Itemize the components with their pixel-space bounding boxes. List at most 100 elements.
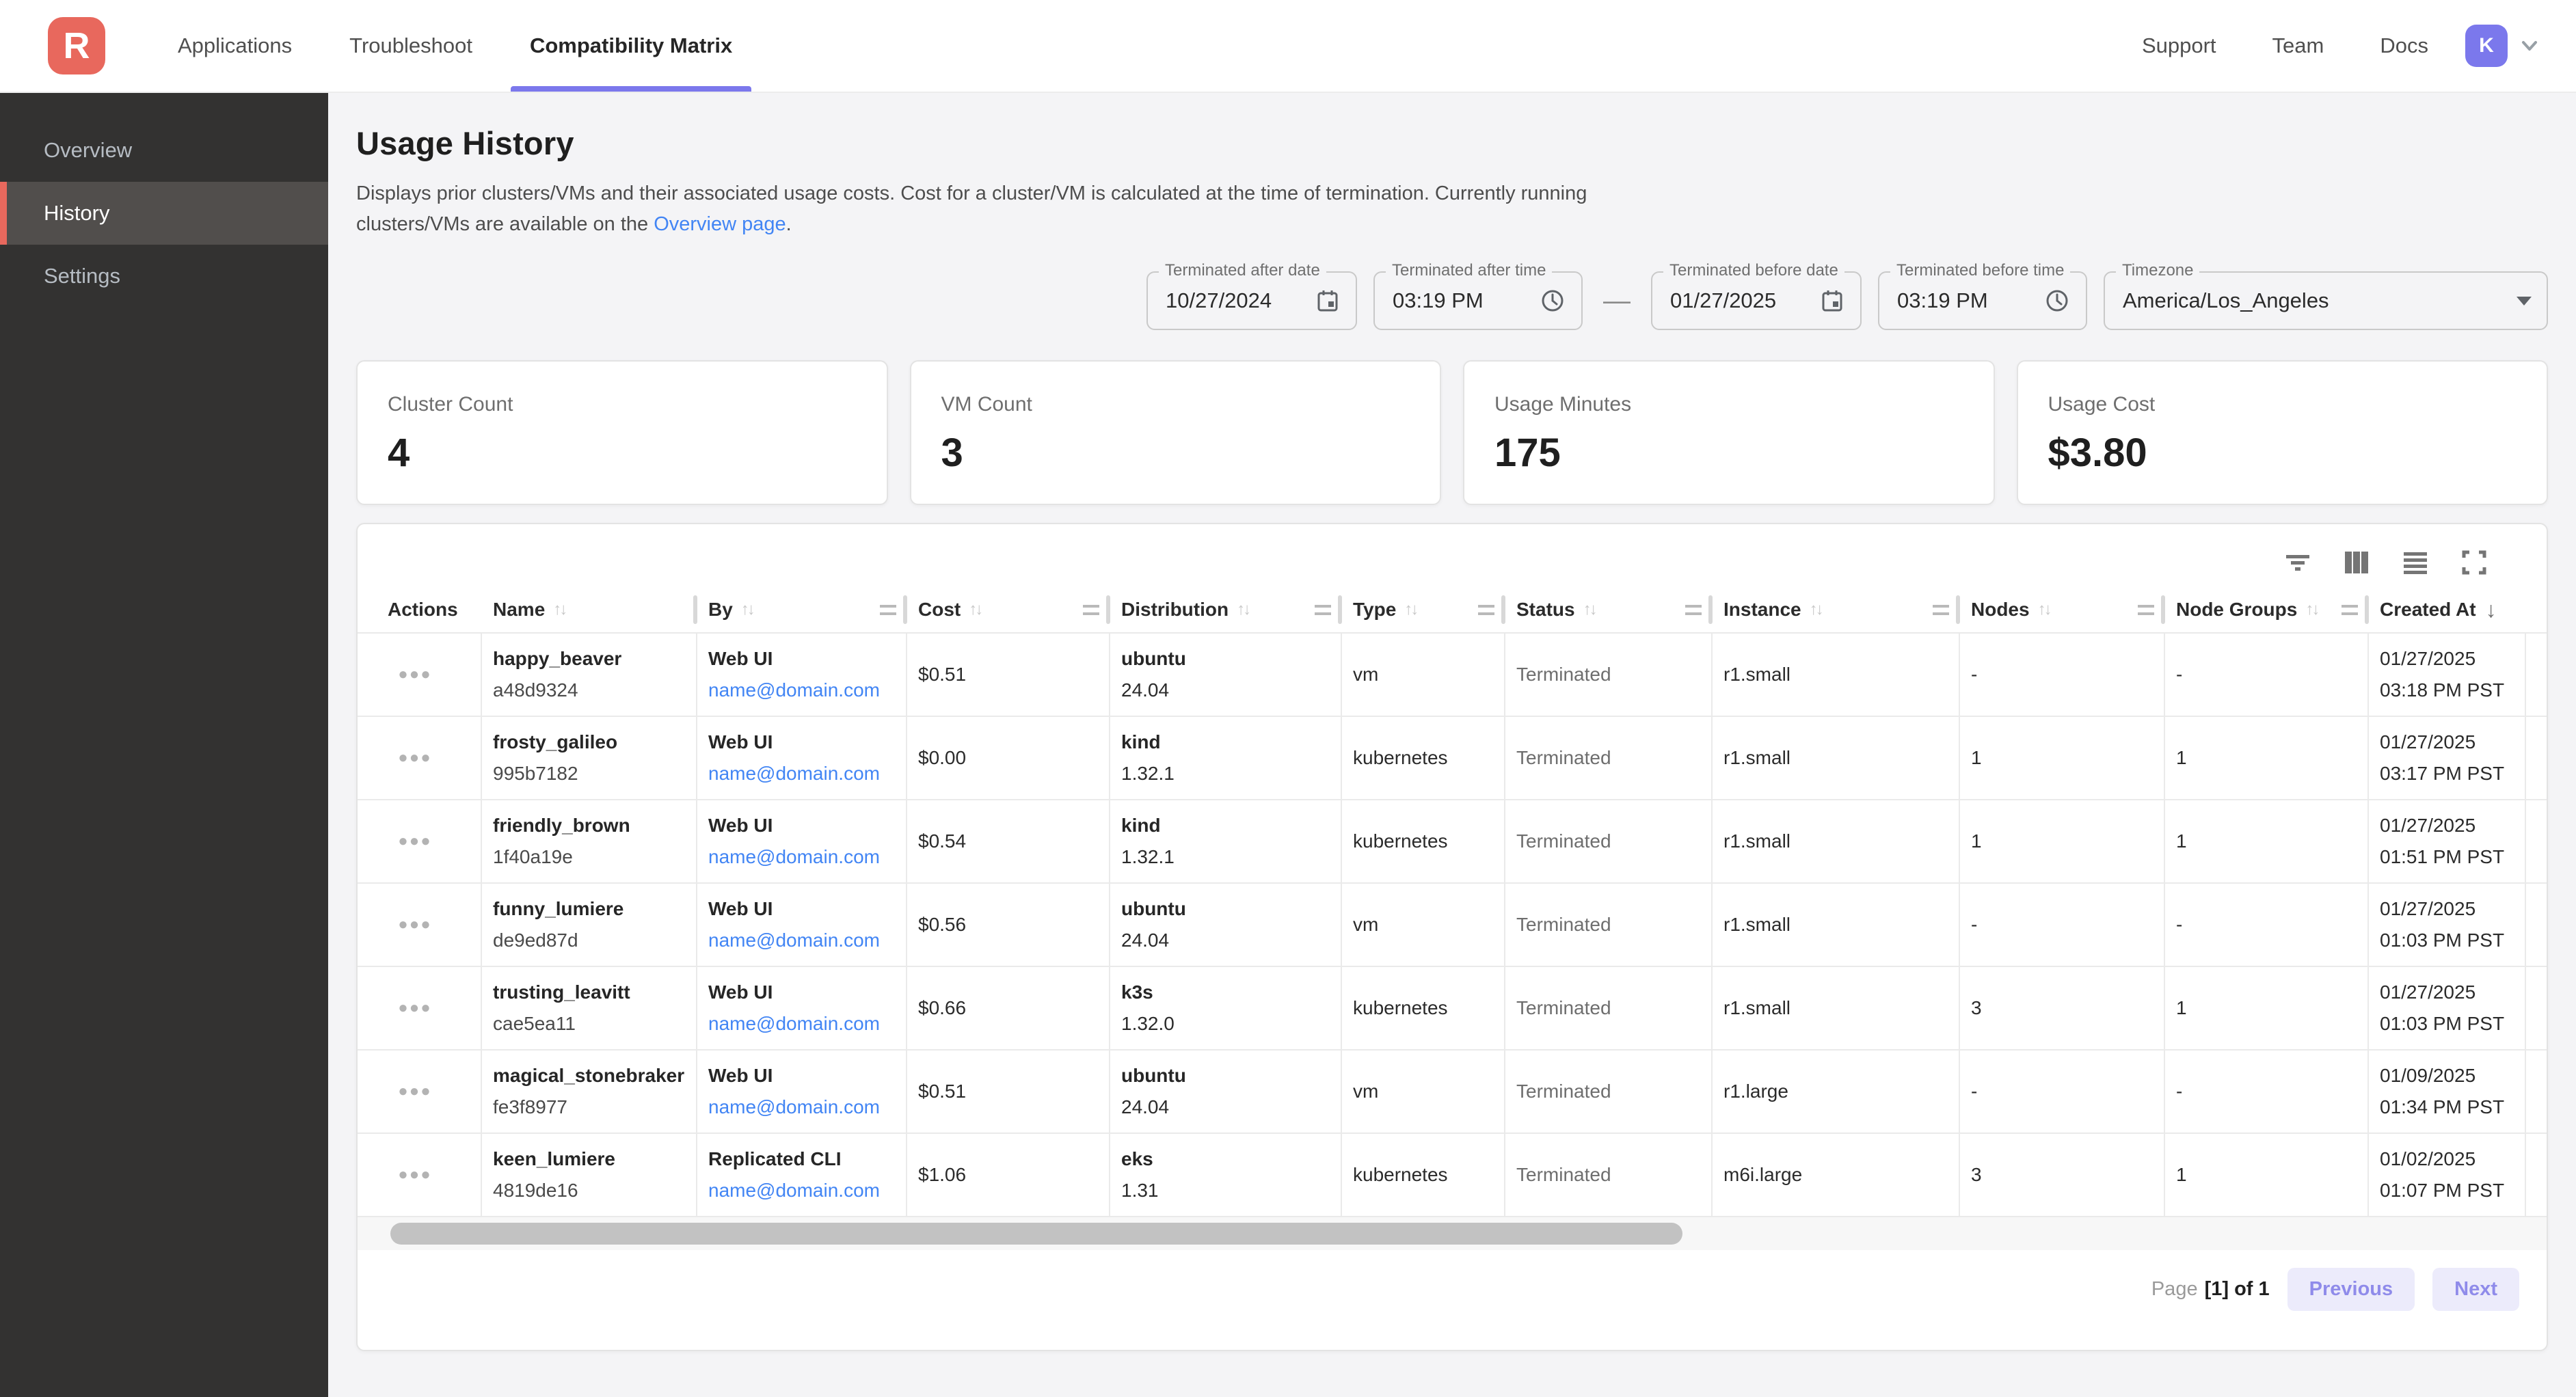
timezone-value: America/Los_Angeles [2123, 288, 2329, 312]
row-actions-menu-icon[interactable]: ●●● [398, 1082, 432, 1100]
sort-arrows-icon[interactable]: ↑↓ [969, 600, 983, 619]
created-by-email-link[interactable]: name@domain.com [708, 1013, 880, 1034]
distribution-name: eks [1121, 1148, 1153, 1169]
nav-tab[interactable]: Troubleshoot [330, 0, 492, 92]
column-header[interactable]: Instance ↑↓ [1713, 587, 1960, 632]
calendar-icon[interactable] [1819, 288, 1845, 314]
terminated-before-date-field[interactable]: Terminated before date 01/27/2025 [1651, 261, 1862, 330]
table-row: ●●● funny_lumiere de9ed87d Web UI name@d… [358, 884, 2547, 967]
created-by-email-link[interactable]: name@domain.com [708, 1096, 880, 1117]
fullscreen-icon[interactable] [2460, 549, 2488, 576]
sidebar-item[interactable]: Overview [0, 119, 328, 182]
filter-icon[interactable] [2284, 549, 2311, 576]
sort-arrows-icon[interactable]: ↑↓ [553, 600, 567, 619]
sort-arrows-icon[interactable]: ↑↓ [2037, 600, 2052, 619]
sort-arrows-icon[interactable]: ↑↓ [1404, 600, 1419, 619]
column-header-label: Nodes [1971, 599, 2030, 620]
sort-desc-icon[interactable]: ↓ [2485, 597, 2497, 622]
row-actions-menu-icon[interactable]: ●●● [398, 748, 432, 767]
column-header[interactable]: Distribution ↑↓ [1110, 587, 1342, 632]
timezone-select[interactable]: Timezone America/Los_Angeles [2104, 261, 2548, 330]
status-value: Terminated [1516, 747, 1611, 768]
overview-page-link[interactable]: Overview page [654, 213, 786, 235]
created-time: 01:51 PM PST [2380, 846, 2505, 867]
terminated-after-time-field[interactable]: Terminated after time 03:19 PM [1373, 261, 1583, 330]
column-menu-icon[interactable] [1478, 604, 1494, 615]
created-date: 01/02/2025 [2380, 1148, 2476, 1169]
clock-icon[interactable] [1539, 287, 1566, 314]
column-menu-icon[interactable] [1933, 604, 1949, 615]
column-header[interactable]: Cost ↑↓ [907, 587, 1110, 632]
column-menu-icon[interactable] [2138, 604, 2154, 615]
column-menu-icon[interactable] [2342, 604, 2358, 615]
created-by-email-link[interactable]: name@domain.com [708, 763, 880, 784]
stat-label: Cluster Count [388, 393, 513, 416]
nav-tab[interactable]: Compatibility Matrix [510, 0, 752, 92]
sort-arrows-icon[interactable]: ↑↓ [1237, 600, 1251, 619]
created-by-email-link[interactable]: name@domain.com [708, 846, 880, 867]
column-menu-icon[interactable] [1315, 604, 1331, 615]
sort-arrows-icon[interactable]: ↑↓ [1583, 600, 1598, 619]
terminated-before-date-value: 01/27/2025 [1670, 288, 1777, 312]
terminated-before-time-field[interactable]: Terminated before time 03:19 PM [1878, 261, 2087, 330]
column-header[interactable]: Created At ↓ [2369, 587, 2526, 632]
created-by-email-link[interactable]: name@domain.com [708, 1180, 880, 1201]
clock-icon[interactable] [2043, 287, 2071, 314]
description-line-1: Displays prior clusters/VMs and their as… [356, 182, 1587, 204]
sort-arrows-icon[interactable]: ↑↓ [2305, 600, 2320, 619]
distribution-cell: eks 1.31 [1110, 1134, 1342, 1216]
distribution-version: 24.04 [1121, 1096, 1170, 1117]
table-row: ●●● happy_beaver a48d9324 Web UI name@do… [358, 634, 2547, 717]
created-time: 03:18 PM PST [2380, 679, 2505, 701]
distribution-name: kind [1121, 731, 1161, 752]
row-actions-menu-icon[interactable]: ●●● [398, 665, 432, 683]
row-actions-menu-icon[interactable]: ●●● [398, 1165, 432, 1184]
created-by-email-link[interactable]: name@domain.com [708, 930, 880, 951]
row-actions-menu-icon[interactable]: ●●● [398, 832, 432, 850]
column-header[interactable]: Type ↑↓ [1342, 587, 1505, 632]
created-by-email-link[interactable]: name@domain.com [708, 679, 880, 701]
row-actions-menu-icon[interactable]: ●●● [398, 999, 432, 1017]
topbar-link[interactable]: Docs [2380, 33, 2428, 57]
column-header[interactable]: Nodes ↑↓ [1960, 587, 2165, 632]
sidebar-item[interactable]: Settings [0, 245, 328, 308]
column-header[interactable]: Name ↑↓ [482, 587, 697, 632]
topbar-link[interactable]: Support [2141, 33, 2216, 57]
next-page-button[interactable]: Next [2432, 1268, 2519, 1311]
chevron-down-icon[interactable] [2516, 32, 2543, 59]
previous-page-button[interactable]: Previous [2287, 1268, 2415, 1311]
stat-value: 3 [941, 431, 963, 475]
status-value: Terminated [1516, 997, 1611, 1018]
nav-tab[interactable]: Applications [159, 0, 311, 92]
by-cell: Web UI name@domain.com [697, 634, 907, 716]
sort-arrows-icon[interactable]: ↑↓ [1809, 600, 1824, 619]
nodes-cell: - [1960, 1050, 2165, 1132]
terminated-after-date-field[interactable]: Terminated after date 10/27/2024 [1146, 261, 1357, 330]
sort-arrows-icon[interactable]: ↑↓ [740, 600, 755, 619]
created-time: 01:07 PM PST [2380, 1180, 2505, 1201]
sidebar-item[interactable]: History [0, 182, 328, 245]
user-avatar[interactable]: K [2465, 25, 2508, 67]
column-header[interactable]: By ↑↓ [697, 587, 907, 632]
horizontal-scrollbar-thumb[interactable] [390, 1223, 1682, 1245]
column-menu-icon[interactable] [880, 604, 896, 615]
row-actions-menu-icon[interactable]: ●●● [398, 915, 432, 934]
created-time: 01:03 PM PST [2380, 1013, 2505, 1034]
nav-tab-label: Applications [178, 33, 293, 57]
density-icon[interactable] [2402, 549, 2429, 576]
stat-card: Cluster Count 4 [356, 360, 888, 505]
calendar-icon[interactable] [1315, 288, 1341, 314]
replicated-logo[interactable]: R [48, 17, 105, 74]
column-menu-icon[interactable] [1083, 604, 1099, 615]
table-row: ●●● keen_lumiere 4819de16 Replicated CLI… [358, 1134, 2547, 1217]
column-header[interactable]: Actions [358, 587, 482, 632]
column-header-label: Name [493, 599, 546, 620]
columns-icon[interactable] [2343, 549, 2370, 576]
topbar-link[interactable]: Team [2272, 33, 2324, 57]
nodes-cell: - [1960, 884, 2165, 966]
dropdown-arrow-icon [2517, 296, 2532, 306]
column-header[interactable]: Node Groups ↑↓ [2165, 587, 2369, 632]
column-header[interactable]: Status ↑↓ [1505, 587, 1713, 632]
column-menu-icon[interactable] [1685, 604, 1702, 615]
horizontal-scrollbar-track[interactable] [358, 1217, 2547, 1250]
